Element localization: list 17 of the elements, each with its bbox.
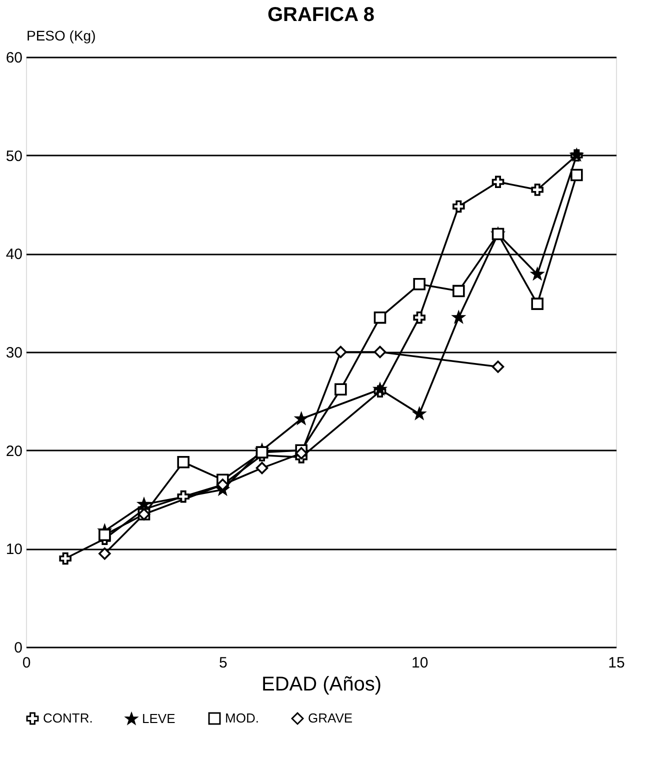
y-tick-label: 30 — [6, 344, 22, 362]
x-tick-label: 5 — [218, 654, 228, 672]
y-axis-title: PESO (Kg) — [26, 28, 96, 44]
y-tick-label: 10 — [6, 541, 22, 558]
legend-label: MOD. — [225, 710, 259, 726]
legend-label: CONTR. — [43, 710, 93, 726]
x-axis-title: EDAD (Años) — [261, 674, 382, 696]
y-tick-label: 40 — [6, 246, 22, 264]
chart-title: GRAFICA 8 — [267, 4, 375, 26]
x-tick-label: 10 — [411, 654, 428, 672]
legend-label: LEVE — [142, 711, 176, 726]
legend-label: GRAVE — [308, 710, 353, 726]
y-tick-label: 20 — [6, 442, 22, 460]
x-tick-label: 15 — [608, 654, 625, 672]
y-tick-label: 50 — [6, 148, 22, 165]
y-tick-label: 0 — [14, 640, 22, 656]
y-tick-label: 60 — [6, 50, 22, 66]
